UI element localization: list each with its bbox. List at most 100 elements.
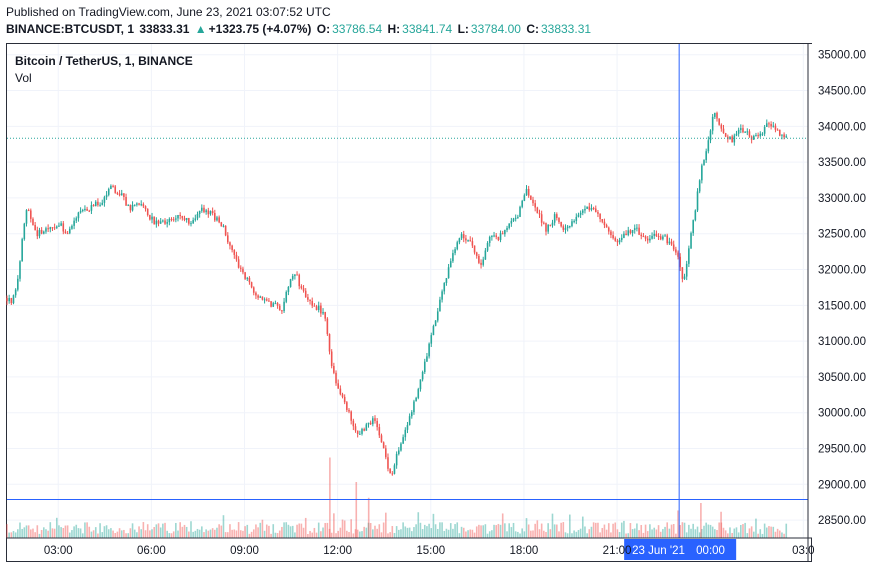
- volume-bar: [701, 528, 703, 538]
- candle-body: [112, 185, 114, 187]
- volume-bar: [315, 532, 318, 538]
- x-tick-label: 03:00: [44, 545, 73, 557]
- volume-bar: [216, 527, 218, 538]
- candle-body: [194, 218, 197, 221]
- volume-bar: [426, 526, 428, 538]
- candle-body: [188, 218, 190, 224]
- candle-body: [605, 225, 608, 228]
- candle-body: [27, 210, 30, 212]
- volume-spike: [720, 511, 722, 538]
- volume-bar: [346, 530, 348, 538]
- volume-bar: [495, 525, 498, 538]
- candle-body: [252, 287, 255, 293]
- candle-body: [599, 213, 601, 220]
- volume-bar: [666, 522, 669, 538]
- candle-body: [631, 229, 634, 233]
- candle-layer: [6, 111, 788, 476]
- candle-body: [10, 298, 13, 304]
- candle-body: [32, 218, 34, 225]
- candle-body: [499, 233, 502, 240]
- candle-body: [34, 224, 36, 231]
- volume-bar: [545, 531, 547, 538]
- candle-body: [231, 245, 233, 251]
- candle-body: [532, 199, 534, 204]
- volume-bar: [49, 522, 52, 538]
- candle-body: [607, 227, 610, 232]
- volume-bar: [631, 529, 634, 538]
- volume-bar: [772, 526, 775, 538]
- candle-body: [346, 402, 348, 410]
- volume-spike: [367, 497, 370, 538]
- candle-body: [778, 129, 781, 136]
- candle-body: [49, 227, 52, 230]
- candle-body: [224, 225, 227, 236]
- candle-body: [757, 135, 759, 137]
- volume-bar: [692, 523, 694, 538]
- candle-body: [244, 272, 246, 279]
- candle-body: [419, 379, 422, 390]
- volume-bar: [703, 525, 705, 538]
- volume-bar: [599, 532, 601, 538]
- candle-body: [737, 129, 740, 134]
- candle-body: [426, 356, 428, 362]
- candle-body: [742, 128, 744, 133]
- candle-body: [170, 218, 173, 220]
- chart-legend-title[interactable]: Bitcoin / TetherUS, 1, BINANCE: [15, 54, 193, 68]
- candle-body: [735, 133, 738, 136]
- candle-body: [467, 240, 469, 242]
- candle-body: [594, 208, 597, 213]
- candle-body: [216, 217, 218, 221]
- volume-bar: [255, 524, 257, 538]
- symbol-name[interactable]: BINANCE:BTCUSDT, 1: [6, 22, 135, 36]
- price-change: +1323.75 (+4.07%): [208, 22, 312, 36]
- volume-bar: [138, 526, 140, 538]
- volume-legend[interactable]: Vol: [15, 71, 32, 85]
- crosshair-date-label: 23 Jun '21: [632, 545, 685, 557]
- volume-bar: [560, 522, 562, 538]
- published-line: Published on TradingView.com, June 23, 2…: [6, 5, 331, 19]
- volume-bar: [590, 526, 593, 538]
- volume-bar: [581, 516, 584, 538]
- volume-bar: [646, 531, 649, 538]
- candle-body: [23, 223, 26, 240]
- volume-bar: [452, 528, 454, 538]
- volume-bar: [131, 523, 134, 538]
- volume-bar: [579, 528, 582, 538]
- candle-body: [441, 291, 443, 300]
- candle-body: [151, 216, 153, 220]
- candle-body: [443, 282, 446, 292]
- volume-bar: [90, 531, 93, 538]
- candle-body: [367, 422, 370, 425]
- candle-body: [436, 311, 439, 321]
- volume-bar: [136, 532, 138, 538]
- volume-bar: [733, 528, 736, 538]
- candle-body: [677, 252, 679, 257]
- candle-body: [88, 210, 91, 212]
- volume-bar: [183, 524, 186, 538]
- candle-body: [42, 231, 45, 234]
- open-value: 33786.54: [332, 22, 383, 36]
- volume-bar: [188, 531, 190, 538]
- candle-body: [627, 230, 630, 236]
- candle-body: [649, 238, 651, 241]
- candle-body: [597, 212, 599, 214]
- candle-body: [58, 225, 60, 227]
- volume-bar: [55, 517, 58, 538]
- volume-bar: [510, 527, 513, 538]
- y-tick-label: 33000.00: [818, 193, 866, 205]
- volume-bar: [359, 531, 361, 538]
- volume-bar: [385, 512, 387, 538]
- candle-body: [320, 305, 322, 314]
- volume-bar: [428, 523, 430, 538]
- volume-bar: [73, 526, 75, 538]
- volume-bar: [365, 527, 368, 538]
- volume-bar: [274, 532, 277, 538]
- candle-body: [179, 214, 181, 216]
- candle-body: [81, 209, 84, 211]
- volume-bar: [220, 525, 223, 538]
- candle-body: [659, 236, 662, 240]
- volume-bar: [527, 524, 530, 538]
- volume-spike: [355, 482, 358, 538]
- volume-bar: [201, 526, 203, 538]
